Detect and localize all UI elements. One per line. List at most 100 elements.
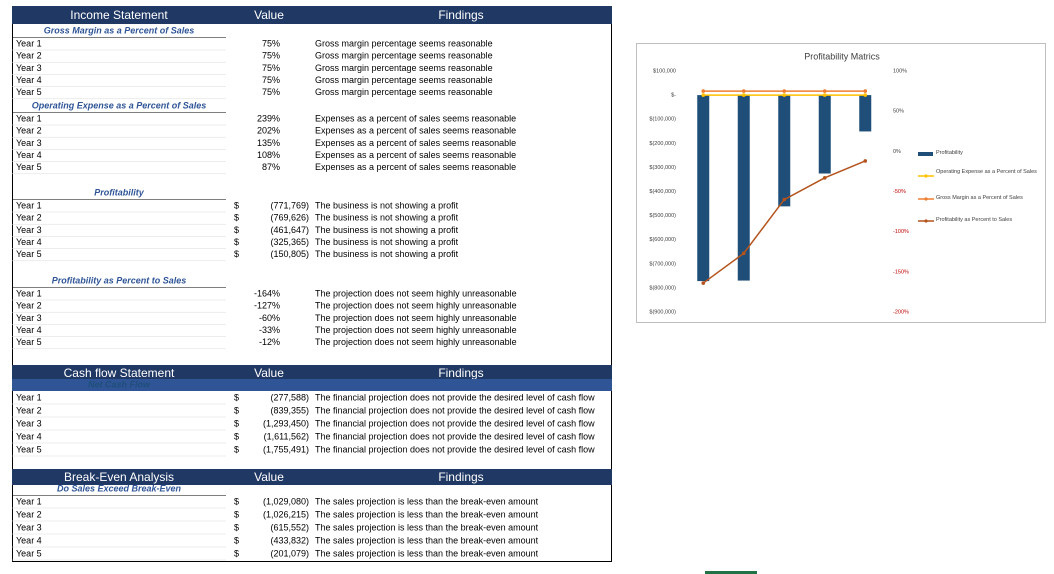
line-marker bbox=[741, 89, 746, 93]
line-marker bbox=[863, 89, 868, 93]
legend-entry: Profitability bbox=[936, 150, 963, 156]
bar bbox=[697, 95, 710, 282]
currency: $ bbox=[234, 431, 239, 441]
finding: Expenses as a percent of sales seems rea… bbox=[315, 113, 516, 123]
y-tick-label: $- bbox=[671, 93, 676, 99]
currency: $ bbox=[234, 225, 239, 235]
row-label: Year 2 bbox=[16, 213, 42, 223]
value: (1,026,215) bbox=[263, 509, 309, 519]
finding: Gross margin percentage seems reasonable bbox=[315, 75, 493, 85]
row-label: Year 2 bbox=[16, 51, 42, 61]
row-label: Year 5 bbox=[16, 162, 42, 172]
finding: Gross margin percentage seems reasonable bbox=[315, 87, 493, 97]
finding: The sales projection is less than the br… bbox=[315, 548, 539, 558]
value: (615,552) bbox=[270, 522, 309, 532]
column-header: Break-Even Analysis bbox=[64, 470, 174, 484]
line-marker bbox=[701, 281, 706, 285]
finding: The financial projection does not provid… bbox=[315, 405, 595, 415]
subheader-band bbox=[12, 379, 612, 391]
y-tick-label: $100,000 bbox=[653, 68, 676, 74]
group-title: Profitability as Percent to Sales bbox=[52, 275, 187, 285]
line-marker bbox=[822, 89, 827, 93]
column-header: Value bbox=[254, 8, 284, 22]
legend-entry: Gross Margin as a Percent of Sales bbox=[936, 195, 1023, 201]
value: -164% bbox=[254, 288, 280, 298]
row-label: Year 5 bbox=[16, 249, 42, 259]
row-label: Year 4 bbox=[16, 535, 42, 545]
currency: $ bbox=[234, 249, 239, 259]
column-header: Income Statement bbox=[70, 8, 168, 22]
value: 75% bbox=[262, 63, 280, 73]
row-label: Year 4 bbox=[16, 325, 42, 335]
sheet-tab-indicator bbox=[705, 571, 757, 574]
y2-tick-label: 0% bbox=[893, 149, 901, 155]
finding: The projection does not seem highly unre… bbox=[315, 288, 517, 298]
value: (461,647) bbox=[270, 225, 309, 235]
value: 75% bbox=[262, 51, 280, 61]
y-tick-label: $(300,000) bbox=[649, 165, 676, 171]
y-tick-label: $(400,000) bbox=[649, 189, 676, 195]
value: 239% bbox=[257, 113, 280, 123]
y2-tick-label: -150% bbox=[893, 269, 909, 275]
row-label: Year 5 bbox=[16, 337, 42, 347]
row-label: Year 5 bbox=[16, 444, 42, 454]
row-label: Year 1 bbox=[16, 38, 42, 48]
value: (769,626) bbox=[270, 213, 309, 223]
value: (201,079) bbox=[270, 548, 309, 558]
row-label: Year 2 bbox=[16, 301, 42, 311]
value: (1,293,450) bbox=[263, 418, 309, 428]
y-tick-label: $(200,000) bbox=[649, 141, 676, 147]
finding: The sales projection is less than the br… bbox=[315, 496, 539, 506]
finding: The sales projection is less than the br… bbox=[315, 535, 539, 545]
finding: The projection does not seem highly unre… bbox=[315, 337, 517, 347]
value: 75% bbox=[262, 75, 280, 85]
line-marker bbox=[822, 176, 827, 180]
column-header: Findings bbox=[438, 8, 483, 22]
currency: $ bbox=[234, 548, 239, 558]
finding: Expenses as a percent of sales seems rea… bbox=[315, 162, 516, 172]
y2-tick-label: -50% bbox=[893, 189, 906, 195]
row-label: Year 2 bbox=[16, 509, 42, 519]
row-label: Year 3 bbox=[16, 63, 42, 73]
finding: The business is not showing a profit bbox=[315, 237, 459, 247]
currency: $ bbox=[234, 405, 239, 415]
row-label: Year 2 bbox=[16, 405, 42, 415]
legend-marker bbox=[924, 197, 928, 201]
line-marker bbox=[701, 89, 706, 93]
row-label: Year 5 bbox=[16, 548, 42, 558]
line-marker bbox=[863, 159, 868, 163]
y2-tick-label: 100% bbox=[893, 68, 907, 74]
currency: $ bbox=[234, 444, 239, 454]
line-marker bbox=[863, 93, 868, 97]
bar bbox=[737, 95, 750, 281]
bar bbox=[859, 95, 872, 132]
bar bbox=[818, 95, 831, 174]
line-marker bbox=[782, 89, 787, 93]
value: (771,769) bbox=[270, 200, 309, 210]
finding: Expenses as a percent of sales seems rea… bbox=[315, 138, 516, 148]
y-tick-label: $(700,000) bbox=[649, 261, 676, 267]
y2-tick-label: -100% bbox=[893, 229, 909, 235]
finding: The sales projection is less than the br… bbox=[315, 509, 539, 519]
currency: $ bbox=[234, 496, 239, 506]
currency: $ bbox=[234, 213, 239, 223]
line-marker bbox=[782, 197, 787, 202]
legend-entry: Profitability as Percent to Sales bbox=[936, 217, 1012, 223]
row-label: Year 3 bbox=[16, 225, 42, 235]
value: (150,805) bbox=[270, 249, 309, 259]
finding: The business is not showing a profit bbox=[315, 213, 459, 223]
finding: Gross margin percentage seems reasonable bbox=[315, 63, 493, 73]
finding: Gross margin percentage seems reasonable bbox=[315, 51, 493, 61]
row-label: Year 1 bbox=[16, 496, 42, 506]
legend-label: Operating Expense as a Percent of Sales bbox=[936, 169, 1037, 175]
column-header: Cash flow Statement bbox=[64, 366, 175, 380]
finding: Expenses as a percent of sales seems rea… bbox=[315, 126, 516, 136]
finding: Gross margin percentage seems reasonable bbox=[315, 38, 493, 48]
finding: The business is not showing a profit bbox=[315, 225, 459, 235]
y2-tick-label: 50% bbox=[893, 109, 904, 115]
finding: Expenses as a percent of sales seems rea… bbox=[315, 150, 516, 160]
y-tick-label: $(100,000) bbox=[649, 117, 676, 123]
value: (1,029,080) bbox=[263, 496, 309, 506]
finding: The projection does not seem highly unre… bbox=[315, 313, 517, 323]
